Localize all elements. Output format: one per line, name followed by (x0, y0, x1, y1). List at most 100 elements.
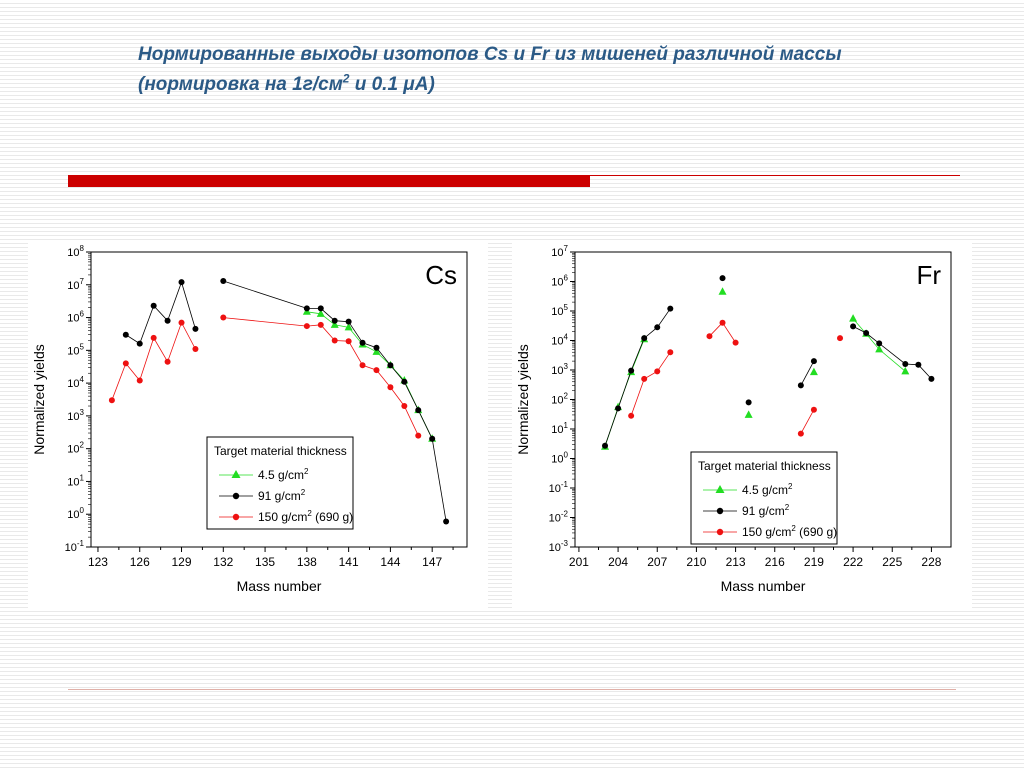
legend: Target material thickness 4.5 g/cm2 91 g/c… (206, 436, 354, 530)
legend-box (206, 436, 354, 530)
legend-entry-label: 150 g/cm2 (690 g) (258, 509, 353, 524)
data-point (344, 322, 353, 331)
data-point (628, 367, 635, 374)
data-point (641, 335, 648, 342)
x-tick-label: 135 (255, 555, 275, 569)
data-point (178, 279, 185, 286)
legend-entry-label: 4.5 g/cm2 (742, 482, 793, 497)
legend: Target material thickness 4.5 g/cm2 91 g/c… (690, 451, 838, 545)
data-point (429, 435, 436, 442)
series-1 (602, 275, 935, 449)
title-line-1: Нормированные выходы изотопов Cs и Fr из… (138, 44, 842, 65)
element-label: Fr (916, 260, 941, 290)
series-line (604, 308, 671, 446)
chart-svg-cs: 123 126 129 132 135 138 141 144 147 10-1 100 101 102… (31, 244, 468, 594)
y-tick-label: 103 (551, 362, 568, 377)
data-point (744, 410, 753, 418)
data-point (122, 331, 129, 338)
accent-rule (590, 175, 960, 176)
series-1 (122, 278, 450, 525)
x-tick-label: 201 (569, 555, 589, 569)
x-tick-label: 126 (130, 555, 150, 569)
y-tick-label: 104 (551, 333, 568, 348)
data-point (915, 361, 922, 368)
y-tick-label: 106 (67, 310, 84, 325)
data-point (401, 378, 408, 385)
legend-box (690, 451, 838, 545)
y-tick-label: 101 (551, 421, 568, 436)
y-tick-label: 100 (67, 506, 84, 521)
legend-title: Target material thickness (698, 459, 831, 473)
data-point (150, 302, 157, 309)
data-point (345, 318, 352, 325)
data-point (628, 412, 635, 419)
data-point (443, 518, 450, 525)
data-point (372, 347, 381, 355)
x-tick-label: 144 (380, 555, 400, 569)
data-point (316, 309, 325, 317)
data-point (837, 335, 844, 342)
data-point (706, 333, 713, 340)
y-tick-label: 104 (67, 375, 84, 390)
y-tick-label: 105 (551, 303, 568, 318)
data-point (303, 323, 310, 330)
x-tick-label: 123 (88, 555, 108, 569)
data-point (850, 323, 857, 330)
data-point (108, 397, 115, 404)
data-point (331, 337, 338, 344)
data-point (373, 344, 380, 351)
legend-marker (232, 513, 240, 521)
legend-entry-label: 91 g/cm2 (742, 503, 790, 518)
data-point (178, 319, 185, 326)
data-point (150, 334, 157, 341)
y-tick-label: 100 (551, 451, 568, 466)
data-point (863, 329, 870, 336)
data-point (373, 367, 380, 374)
accent-bar (68, 175, 590, 187)
legend-entry-label: 4.5 g/cm2 (258, 467, 309, 482)
data-point (849, 314, 858, 322)
data-point (220, 314, 227, 321)
data-point (719, 319, 726, 326)
series-line (800, 409, 815, 434)
footer-rule (68, 689, 956, 690)
data-point (809, 367, 818, 376)
data-point (387, 384, 394, 391)
data-point (331, 317, 338, 324)
data-point (615, 405, 622, 412)
data-point (303, 305, 310, 312)
data-point (359, 362, 366, 369)
x-tick-label: 141 (339, 555, 359, 569)
x-tick-label: 225 (882, 555, 902, 569)
data-point (875, 344, 884, 353)
data-point (415, 407, 422, 414)
data-point (797, 430, 804, 437)
legend-marker (715, 485, 725, 493)
x-axis-label: Mass number (237, 578, 322, 594)
y-tick-label: 102 (67, 441, 84, 456)
data-point (901, 366, 910, 375)
data-point (330, 320, 339, 328)
title-line-2: (нормировка на 1г/см2 и 0.1 μA) (138, 72, 435, 96)
legend-entry-label: 150 g/cm2 (690 g) (742, 524, 837, 539)
data-point (359, 339, 366, 346)
data-point (164, 358, 171, 365)
y-axis-label: Normalized yields (31, 344, 47, 454)
legend-marker (716, 507, 724, 515)
data-point (345, 338, 352, 345)
data-point (136, 377, 143, 384)
legend-entry-label: 91 g/cm2 (258, 488, 306, 503)
data-point (810, 358, 817, 365)
data-point (192, 345, 199, 352)
data-point (401, 403, 408, 410)
data-point (641, 375, 648, 382)
data-point (667, 305, 674, 312)
series-2 (108, 314, 422, 439)
y-axis-label: Normalized yields (515, 344, 531, 454)
data-point (719, 275, 726, 282)
data-point (317, 305, 324, 312)
slide-title: Нормированные выходы изотопов Cs и Fr из… (138, 42, 998, 97)
x-tick-label: 129 (172, 555, 192, 569)
x-tick-label: 228 (921, 555, 941, 569)
data-point (317, 321, 324, 328)
